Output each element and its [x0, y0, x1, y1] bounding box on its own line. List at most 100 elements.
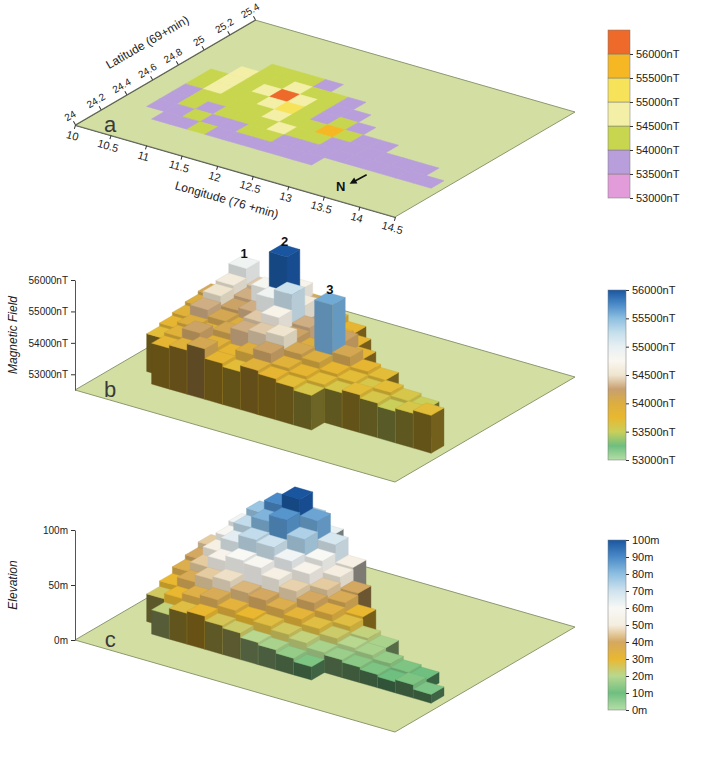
- plane: [75, 20, 575, 217]
- y-axis-tick-mark: [151, 76, 153, 79]
- colorbar-axis-tick-mark: [626, 676, 629, 677]
- x-axis-tick: 10.5: [96, 132, 121, 154]
- y-axis-tick-label: 25.2: [213, 16, 236, 36]
- y-axis-tick-label: 25: [191, 33, 207, 48]
- x-axis-tick: 11.5: [168, 153, 192, 175]
- x-axis-tick: 14: [349, 205, 365, 225]
- column-top: [271, 622, 302, 635]
- panel: [75, 244, 575, 482]
- colorbar-axis-tick-mark: [626, 693, 629, 694]
- column-top: [187, 336, 218, 349]
- column-top: [332, 614, 363, 627]
- x-axis-tick: 13.5: [309, 194, 334, 216]
- y-axis-tick-label: 24.4: [110, 76, 133, 96]
- colorbar-box: [608, 102, 630, 126]
- colorbar-axis-tick-mark: [626, 432, 629, 433]
- column-top: [253, 341, 284, 354]
- colorbar-box: [608, 126, 630, 150]
- column-front: [324, 388, 342, 428]
- colorbar-axis-tick-label: 40m: [632, 636, 653, 648]
- panel-label: c: [105, 627, 116, 652]
- column-top: [350, 626, 381, 639]
- z-axis-tick-label: 100m: [43, 525, 68, 536]
- plane: [75, 535, 575, 732]
- y-axis-tick: 25.4: [239, 1, 264, 25]
- plot-area: [147, 244, 444, 453]
- colorbar-gradient: [608, 540, 626, 710]
- y-axis-tick-label: 24.2: [85, 91, 108, 111]
- panel-label: b: [104, 377, 116, 402]
- y-axis-tick: 24: [63, 108, 81, 128]
- panel-label: a: [104, 112, 117, 137]
- column-top: [269, 508, 300, 521]
- x-axis-tick-label: 13.5: [309, 198, 333, 215]
- colorbar-axis-tick-label: 0m: [632, 704, 647, 716]
- z-axis-tick-mark: [71, 585, 75, 586]
- column-top: [223, 621, 254, 634]
- column-top: [203, 284, 234, 297]
- column-top: [310, 578, 341, 591]
- colorbar-axis-tick-label: 55000nT: [636, 96, 680, 108]
- colorbar-axis-tick-label: 55500nT: [632, 312, 676, 324]
- z-axis-tick: 56000nT: [29, 275, 75, 286]
- column-front: [240, 366, 258, 415]
- column-top: [289, 631, 320, 644]
- panel: [75, 20, 575, 217]
- column-top: [248, 588, 279, 601]
- column-top: [396, 672, 427, 685]
- colorbar-axis-tick-mark: [626, 290, 629, 291]
- colorbar-axis-tick-label: 55000nT: [632, 341, 676, 353]
- colorbar-axis-tick-mark: [630, 150, 633, 151]
- map-cell: [413, 176, 444, 189]
- x-axis-tick-mark: [145, 146, 146, 150]
- colorbar-axis-tick: 53500nT: [630, 168, 680, 180]
- colorbar-axis-tick-mark: [626, 403, 629, 404]
- column-front: [276, 382, 294, 425]
- panel: [75, 487, 575, 732]
- x-axis-tick-label: 14.5: [381, 219, 405, 236]
- colorbar-axis-tick: 90m: [626, 551, 653, 563]
- colorbar-axis-tick: 53000nT: [630, 192, 680, 204]
- colorbar-box: [608, 174, 630, 198]
- column-top: [276, 646, 307, 659]
- colorbar-axis-tick-mark: [626, 625, 629, 626]
- y-axis-tick-label: 25.4: [239, 1, 262, 21]
- column-front: [187, 344, 205, 399]
- column-front: [187, 611, 205, 649]
- colorbar-axis-tick-label: 56000nT: [632, 284, 676, 296]
- plot-area: [147, 487, 444, 703]
- plot-area: [147, 64, 444, 188]
- x-axis-tick: 10: [65, 123, 81, 143]
- column-top: [258, 637, 289, 650]
- column-top: [327, 591, 358, 604]
- x-axis-tick-label: 13: [278, 189, 293, 204]
- x-axis-tick-label: 11.5: [168, 158, 191, 175]
- colorbar-axis-tick: 100m: [626, 534, 660, 546]
- x-axis: 1010.51111.51212.51313.51414.5Longitude …: [59, 123, 405, 255]
- column-top: [345, 604, 376, 617]
- annotation: 2: [281, 234, 288, 249]
- column-front: [258, 374, 276, 420]
- x-axis-tick-label: 14: [349, 210, 364, 225]
- colorbar-axis-tick-label: 53000nT: [632, 454, 676, 466]
- colorbar-axis: 0m10m20m30m40m50m60m70m80m90m100m: [626, 534, 660, 716]
- column-top: [256, 535, 287, 548]
- column-top: [340, 581, 371, 594]
- column-top: [323, 565, 354, 578]
- colorbar-box: [608, 54, 630, 78]
- x-axis-tick: 11: [136, 144, 152, 163]
- column-top: [287, 527, 318, 540]
- colorbar-axis-tick: 54500nT: [626, 369, 676, 381]
- z-axis-title: Elevation: [6, 560, 20, 610]
- y-axis-title: Latitude (69+min): [103, 13, 191, 72]
- column-top: [266, 597, 297, 610]
- column-top: [266, 324, 297, 337]
- colorbar-axis-tick: 20m: [626, 670, 653, 682]
- colorbar-axis-tick-mark: [626, 574, 629, 575]
- colorbar-axis-tick-mark: [630, 126, 633, 127]
- column-front: [205, 621, 223, 655]
- colorbar-axis-tick: 55500nT: [630, 72, 680, 84]
- y-axis-tick: 24.4: [110, 76, 135, 100]
- colorbar-axis-tick-mark: [626, 375, 629, 376]
- column-top: [302, 617, 333, 630]
